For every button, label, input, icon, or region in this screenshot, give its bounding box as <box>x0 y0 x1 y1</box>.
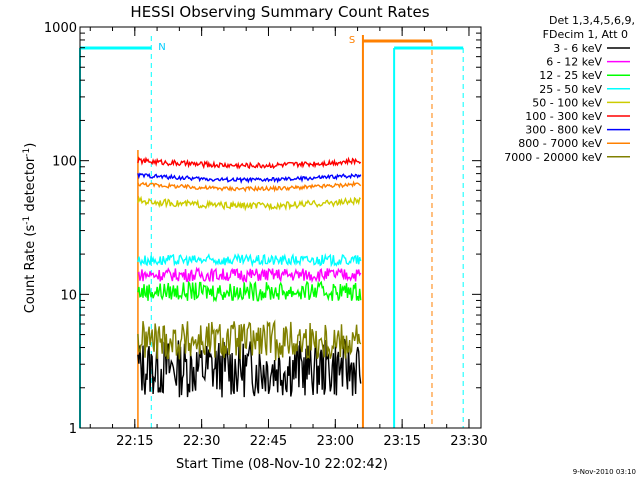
x-tick-label: 22:15 <box>116 434 153 449</box>
annotation-label-n: N <box>158 42 165 53</box>
chart-title: HESSI Observing Summary Count Rates <box>130 3 429 21</box>
legend-label-6: 100 - 300 keV <box>525 110 602 123</box>
legend-header-line-1: Det 1,3,4,5,6,9, <box>549 14 635 27</box>
series-line-4 <box>137 252 362 268</box>
y-tick-label: 10 <box>60 288 77 303</box>
legend-header-line-2: FDecim 1, Att 0 <box>543 28 628 41</box>
x-tick-label: 23:30 <box>450 434 487 449</box>
legend-label-5: 50 - 100 keV <box>532 96 602 109</box>
plot-frame <box>79 26 482 429</box>
legend-label-2: 6 - 12 keV <box>546 56 602 69</box>
y-tick-label: 1000 <box>44 21 77 36</box>
x-axis-label: Start Time (08-Nov-10 22:02:42) <box>176 457 388 472</box>
x-tick-label: 22:30 <box>183 434 220 449</box>
x-tick-label: 22:45 <box>250 434 287 449</box>
series-line-7 <box>137 172 362 185</box>
plot-area: N S 1 10 100 1000 22:15 22:30 22:45 23:00 23:15 23:… <box>44 21 488 449</box>
y-axis-label: Count Rate (s-1 detector-1) <box>22 143 38 314</box>
legend-label-8: 800 - 7000 keV <box>518 137 602 150</box>
annotation-label-s: S <box>349 35 355 46</box>
series-line-6 <box>137 156 362 170</box>
footer-date: 9-Nov-2010 03:10 <box>573 468 636 476</box>
series-line-2 <box>137 266 362 284</box>
legend-label-3: 12 - 25 keV <box>539 69 602 82</box>
legend-label-9: 7000 - 20000 keV <box>504 151 602 164</box>
y-tick-label: 100 <box>52 155 77 170</box>
legend-label-7: 300 - 800 keV <box>525 124 602 137</box>
legend-label-1: 3 - 6 keV <box>553 42 602 55</box>
series-line-3 <box>137 280 362 303</box>
series-line-5 <box>137 195 362 212</box>
y-tick-label: 1 <box>69 422 77 437</box>
x-tick-label: 23:15 <box>383 434 420 449</box>
series-line-8 <box>137 180 362 193</box>
series-line-1 <box>137 338 362 398</box>
series-line-9 <box>137 319 362 361</box>
x-tick-label: 23:00 <box>317 434 354 449</box>
legend-label-4: 25 - 50 keV <box>539 83 602 96</box>
